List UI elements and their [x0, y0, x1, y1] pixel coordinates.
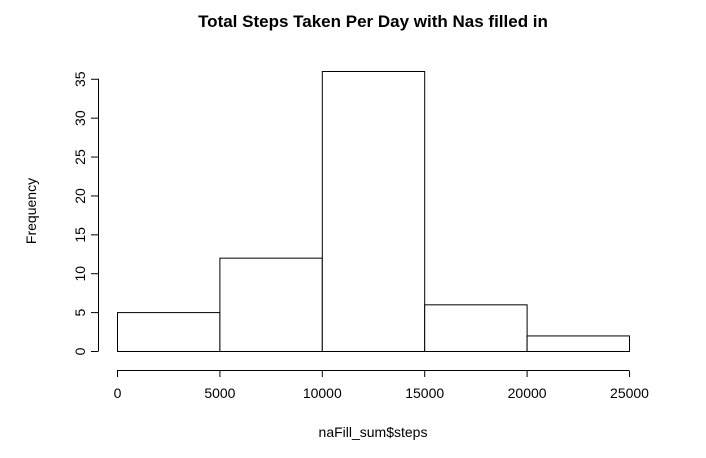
bars-group [117, 71, 630, 353]
x-axis: 0 5000 10000 15000 20000 25000 [114, 370, 649, 401]
y-axis: 0 5 10 15 20 25 30 35 [72, 71, 99, 355]
chart-title: Total Steps Taken Per Day with Nas fille… [198, 12, 548, 31]
histogram-bar-2 [219, 257, 323, 352]
y-tick-label: 0 [72, 347, 88, 355]
histogram-bar-1 [117, 312, 221, 353]
x-tick-label: 10000 [303, 385, 342, 401]
y-tick-label: 10 [72, 266, 88, 282]
x-tick-label: 15000 [405, 385, 444, 401]
y-tick-label: 35 [72, 71, 88, 87]
x-tick-label: 25000 [610, 385, 649, 401]
y-tick-label: 5 [72, 309, 88, 317]
x-tick-label: 0 [114, 385, 122, 401]
x-tick-label: 20000 [508, 385, 547, 401]
y-tick-label: 25 [72, 149, 88, 165]
histogram-bar-3 [321, 71, 426, 352]
histogram-bar-5 [526, 335, 630, 353]
x-axis-label: naFill_sum$steps [319, 424, 428, 440]
histogram-bar-4 [424, 304, 528, 353]
x-tick-label: 5000 [204, 385, 235, 401]
y-tick-label: 30 [72, 110, 88, 126]
y-axis-label: Frequency [23, 178, 39, 244]
y-tick-label: 20 [72, 188, 88, 204]
y-tick-label: 15 [72, 227, 88, 243]
